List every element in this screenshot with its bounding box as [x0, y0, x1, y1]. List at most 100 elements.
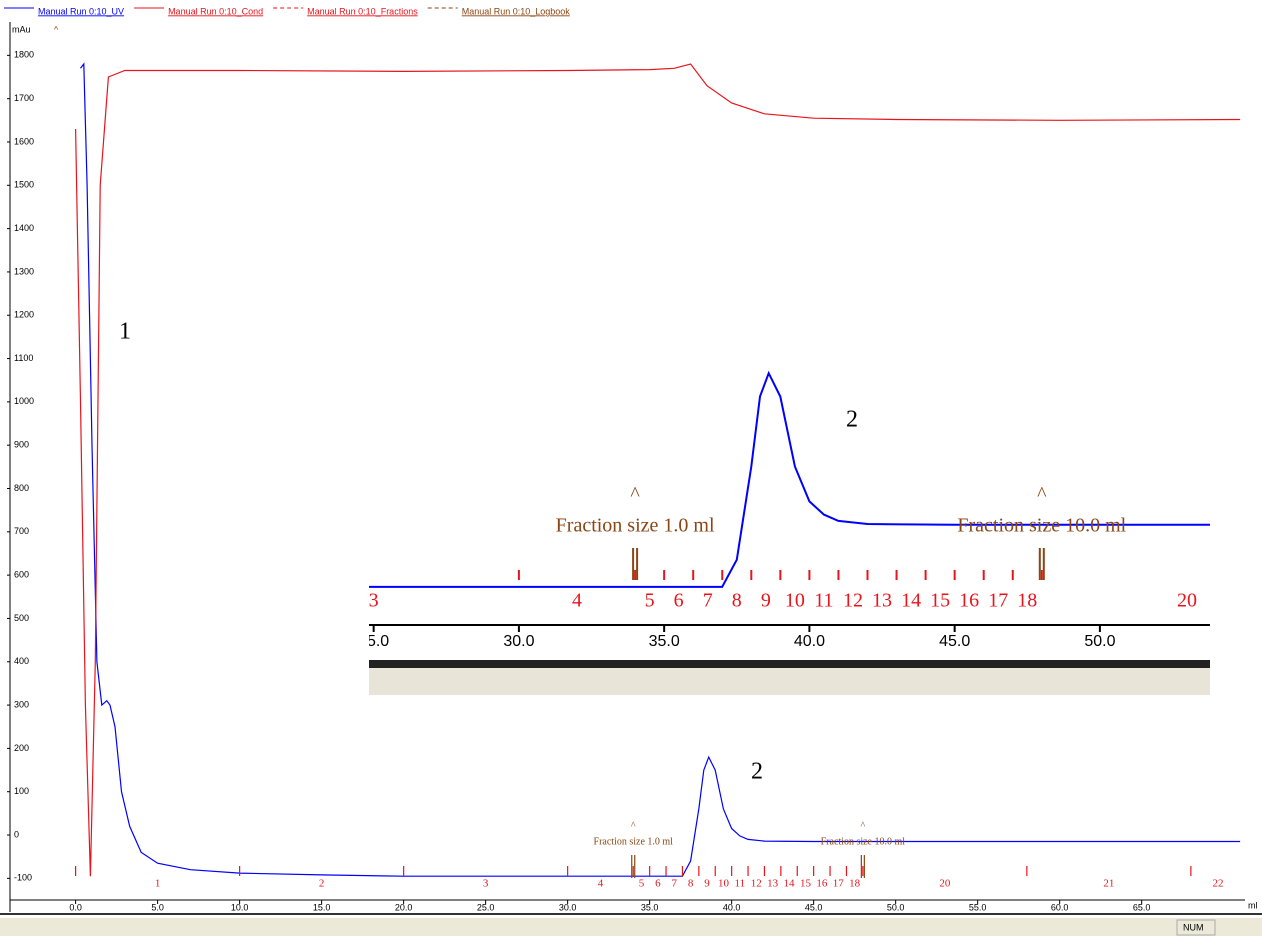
inset: 123456789101112131415161718202122^Fracti…: [358, 360, 1210, 695]
fraction-label: 8: [688, 878, 694, 890]
fraction-label: 22: [1212, 878, 1223, 890]
legend: Manual Run 0:10_UV Manual Run 0:10_Cond Ma…: [4, 6, 570, 16]
fraction-label: 4: [598, 878, 604, 890]
inset-x-tick-label: 40.0: [794, 633, 825, 650]
status-cell: [1176, 919, 1216, 936]
fraction-label: 9: [704, 878, 710, 890]
fraction-label: 17: [988, 590, 1008, 612]
fraction-label: 7: [703, 590, 713, 612]
y-tick-label: 0: [14, 829, 19, 839]
fraction-label: 4: [572, 590, 582, 612]
y-tick-label: 1400: [14, 223, 34, 233]
x-axis-label: ml: [1248, 900, 1258, 910]
annotation: 1: [119, 319, 131, 345]
x-tick-label: 45.0: [805, 902, 823, 912]
status-bar: [0, 918, 1262, 936]
logbook-caret: ^: [631, 820, 636, 831]
logbook-marker: ^: [54, 24, 59, 34]
inset-x-tick-label: 25.0: [358, 633, 389, 650]
fraction-label: 20: [1177, 590, 1197, 612]
fraction-label: 12: [751, 878, 762, 890]
x-tick-label: 10.0: [231, 902, 249, 912]
inset-axis-clip: 25.0 30.0 35.0 40.0 45.0 50.0: [358, 625, 1116, 650]
logbook-label: Fraction size 1.0 ml: [594, 836, 674, 847]
logbook-caret: ^: [630, 484, 640, 506]
y-tick-label: 200: [14, 743, 29, 753]
fraction-label: 18: [1017, 590, 1037, 612]
y-tick-label: -100: [14, 873, 32, 883]
fraction-label: 9: [761, 590, 771, 612]
y-tick-label: 900: [14, 440, 29, 450]
x-tick-label: 0.0: [69, 902, 82, 912]
fraction-label: 18: [849, 878, 861, 890]
y-tick-label: 1300: [14, 266, 34, 276]
series-line: [80, 62, 1241, 877]
fraction-label: 13: [872, 590, 892, 612]
fraction-label: 16: [816, 878, 828, 890]
legend-label: Manual Run 0:10_UV: [38, 6, 124, 16]
inset-axis: 25.0 30.0 35.0 40.0 45.0 50.0: [358, 625, 1116, 650]
fraction-label: 5: [639, 878, 645, 890]
fraction-label: 11: [814, 590, 833, 612]
logbook-label: Fraction size 1.0 ml: [556, 515, 715, 537]
y-tick-label: 1500: [14, 180, 34, 190]
fraction-label: 8: [732, 590, 742, 612]
inset-x-tick-label: 30.0: [503, 633, 534, 650]
fraction-label: 20: [939, 878, 951, 890]
y-tick-label: 1800: [14, 50, 34, 60]
y-axis-label: mAu: [12, 24, 31, 34]
inset-x-tick-label: 35.0: [649, 633, 680, 650]
x-tick-label: 20.0: [395, 902, 413, 912]
x-tick-label: 55.0: [969, 902, 987, 912]
y-tick-label: 1600: [14, 136, 34, 146]
legend-label: Manual Run 0:10_Cond: [168, 6, 263, 16]
fraction-label: 6: [655, 878, 661, 890]
y-tick-label: 100: [14, 786, 29, 796]
fraction-label: 12: [843, 590, 863, 612]
y-tick-label: 1200: [14, 310, 34, 320]
series-line: [369, 370, 1210, 588]
inset-background: [369, 360, 1210, 625]
fraction-label: 15: [930, 590, 950, 612]
fraction-label: 15: [800, 878, 812, 890]
fraction-label: 13: [767, 878, 779, 890]
x-tick-label: 15.0: [313, 902, 331, 912]
y-tick-label: 1000: [14, 396, 34, 406]
inset-status: [369, 668, 1210, 695]
logbook-label: Fraction size 10.0 ml: [821, 836, 906, 847]
x-tick-label: 50.0: [887, 902, 905, 912]
y-tick-label: 800: [14, 483, 29, 493]
fraction-label: 17: [833, 878, 845, 890]
x-tick-label: 65.0: [1133, 902, 1151, 912]
fraction-label: 14: [784, 878, 796, 890]
inset-x-tick-label: 45.0: [939, 633, 970, 650]
fraction-label: 1: [155, 878, 161, 890]
fraction-label: 5: [645, 590, 655, 612]
fraction-label: 14: [901, 590, 921, 612]
series-line: [75, 63, 1241, 877]
y-tick-label: 700: [14, 526, 29, 536]
fraction-label: 7: [671, 878, 677, 890]
inset-divider: [369, 660, 1210, 668]
fraction-label: 21: [1103, 878, 1114, 890]
y-tick-label: 1100: [14, 353, 33, 363]
legend-label: Manual Run 0:10_Fractions: [307, 6, 418, 16]
legend-label: Manual Run 0:10_Logbook: [462, 6, 571, 16]
fraction-label: 11: [735, 878, 746, 890]
inset-x-tick-label: 50.0: [1084, 633, 1115, 650]
x-tick-label: 35.0: [641, 902, 659, 912]
fraction-label: 6: [674, 590, 684, 612]
y-tick-label: 1700: [14, 93, 34, 103]
y-tick-label: 400: [14, 656, 29, 666]
fraction-label: 10: [718, 878, 730, 890]
status-indicator: NUM: [1183, 922, 1204, 932]
y-tick-label: 500: [14, 613, 29, 623]
y-tick-label: 300: [14, 699, 29, 709]
logbook-label: Fraction size 10.0 ml: [957, 515, 1126, 537]
fraction-label: 3: [483, 878, 489, 890]
fraction-label: 10: [785, 590, 805, 612]
fraction-label: 16: [959, 590, 979, 612]
x-tick-label: 40.0: [723, 902, 741, 912]
x-tick-label: 5.0: [151, 902, 164, 912]
